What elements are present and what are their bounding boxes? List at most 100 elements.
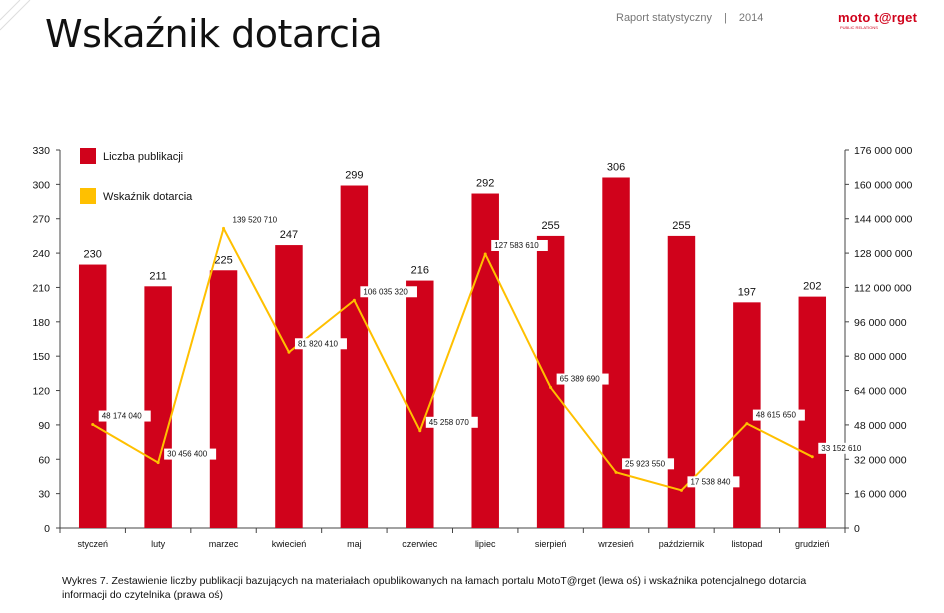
corner-decoration <box>0 0 31 31</box>
legend-label-line: Wskaźnik dotarcia <box>103 191 193 203</box>
line-point <box>156 461 160 465</box>
left-tick-label: 120 <box>32 386 50 398</box>
bar-value-label: 255 <box>672 220 690 232</box>
left-tick-label: 0 <box>44 523 50 535</box>
line-label-box <box>622 458 675 470</box>
right-tick-label: 48 000 000 <box>854 420 907 432</box>
bar-value-label: 306 <box>607 161 625 173</box>
bar-value-label: 225 <box>214 254 232 266</box>
left-tick-label: 300 <box>32 179 50 191</box>
bar-value-label: 230 <box>84 249 102 261</box>
bar-value-label: 202 <box>803 281 821 293</box>
line-label-box <box>425 416 478 428</box>
right-tick-label: 176 000 000 <box>854 145 913 157</box>
line-label-box <box>556 373 609 385</box>
line-label-box <box>229 214 287 226</box>
right-tick-label: 144 000 000 <box>854 214 913 226</box>
line-value-label: 25 923 550 <box>625 459 666 468</box>
right-tick-label: 160 000 000 <box>854 179 913 191</box>
x-tick-label: listopad <box>731 539 762 549</box>
bar <box>78 264 107 528</box>
left-tick-label: 240 <box>32 248 50 260</box>
report-separator: | <box>723 12 727 24</box>
line-label-box <box>360 286 417 298</box>
right-tick-label: 0 <box>854 523 860 535</box>
line-point <box>222 226 226 230</box>
line-value-label: 45 258 070 <box>429 418 470 427</box>
line-point <box>614 470 618 474</box>
right-tick-label: 128 000 000 <box>854 248 913 260</box>
x-tick-label: luty <box>151 539 166 549</box>
bar <box>340 185 369 528</box>
x-tick-label: sierpień <box>535 539 567 549</box>
line-value-label: 48 615 650 <box>756 411 797 420</box>
report-header: Raport statystyczny | 2014 <box>616 12 763 24</box>
right-tick-label: 96 000 000 <box>854 317 907 329</box>
line-point <box>549 386 553 390</box>
line-value-label: 65 389 690 <box>560 375 601 384</box>
line-point <box>810 455 814 459</box>
left-tick-label: 30 <box>38 489 50 501</box>
right-tick-label: 32 000 000 <box>854 454 907 466</box>
line-point <box>679 488 683 492</box>
bar <box>144 286 172 528</box>
bar-value-label: 216 <box>411 265 429 277</box>
left-tick-label: 210 <box>32 282 50 294</box>
line-label-box <box>491 239 548 251</box>
line-value-label: 106 035 320 <box>363 287 408 296</box>
legend-label-bars: Liczba publikacji <box>103 151 183 163</box>
line-point <box>483 252 487 256</box>
left-tick-label: 60 <box>38 454 50 466</box>
x-tick-label: marzec <box>209 539 239 549</box>
x-tick-label: grudzień <box>795 539 830 549</box>
right-tick-label: 80 000 000 <box>854 351 907 363</box>
line-label-box <box>752 409 805 421</box>
line-label-box <box>98 410 151 422</box>
line-label-box <box>687 476 740 488</box>
x-tick-label: październik <box>659 539 705 549</box>
x-tick-label: maj <box>347 539 362 549</box>
page-title: Wskaźnik dotarcia <box>45 12 383 56</box>
line-value-label: 139 520 710 <box>233 215 278 224</box>
bar-value-label: 299 <box>345 170 363 182</box>
bar-value-label: 211 <box>149 270 167 282</box>
left-tick-label: 330 <box>32 145 50 157</box>
left-tick-label: 180 <box>32 317 50 329</box>
line-point <box>287 350 291 354</box>
x-tick-label: kwiecień <box>272 539 307 549</box>
bar-value-label: 292 <box>476 178 494 190</box>
line-value-label: 17 538 840 <box>690 477 731 486</box>
chart-caption: Wykres 7. Zestawienie liczby publikacji … <box>62 575 807 601</box>
left-tick-label: 270 <box>32 214 50 226</box>
bar <box>275 245 303 528</box>
right-tick-label: 16 000 000 <box>854 489 907 501</box>
line-point <box>91 423 95 427</box>
line-label-box <box>164 448 217 460</box>
bar-value-label: 247 <box>280 229 298 241</box>
right-tick-label: 112 000 000 <box>854 282 912 294</box>
x-tick-label: wrzesień <box>597 539 634 549</box>
line-label-box <box>294 338 347 350</box>
x-tick-label: lipiec <box>475 539 496 549</box>
bar <box>209 270 238 528</box>
x-tick-label: styczeń <box>77 539 108 549</box>
line-value-label: 81 820 410 <box>298 339 339 348</box>
line-value-label: 30 456 400 <box>167 450 208 459</box>
line-label-box <box>818 442 871 454</box>
x-tick-label: czerwiec <box>402 539 438 549</box>
logo-text: moto t@rget <box>838 10 918 25</box>
bar <box>602 177 630 528</box>
bar-value-label: 197 <box>738 286 756 298</box>
left-tick-label: 150 <box>32 351 50 363</box>
line-value-label: 48 174 040 <box>102 412 143 421</box>
legend-swatch-line <box>80 188 96 204</box>
company-logo: moto t@rget PUBLIC RELATIONS <box>838 10 930 32</box>
bar-value-label: 255 <box>541 220 559 232</box>
report-year: 2014 <box>738 12 764 24</box>
left-tick-label: 90 <box>38 420 50 432</box>
line-point <box>352 298 356 302</box>
line-value-label: 127 583 610 <box>494 241 539 250</box>
line-value-label: 33 152 610 <box>821 444 862 453</box>
right-tick-label: 64 000 000 <box>854 386 907 398</box>
